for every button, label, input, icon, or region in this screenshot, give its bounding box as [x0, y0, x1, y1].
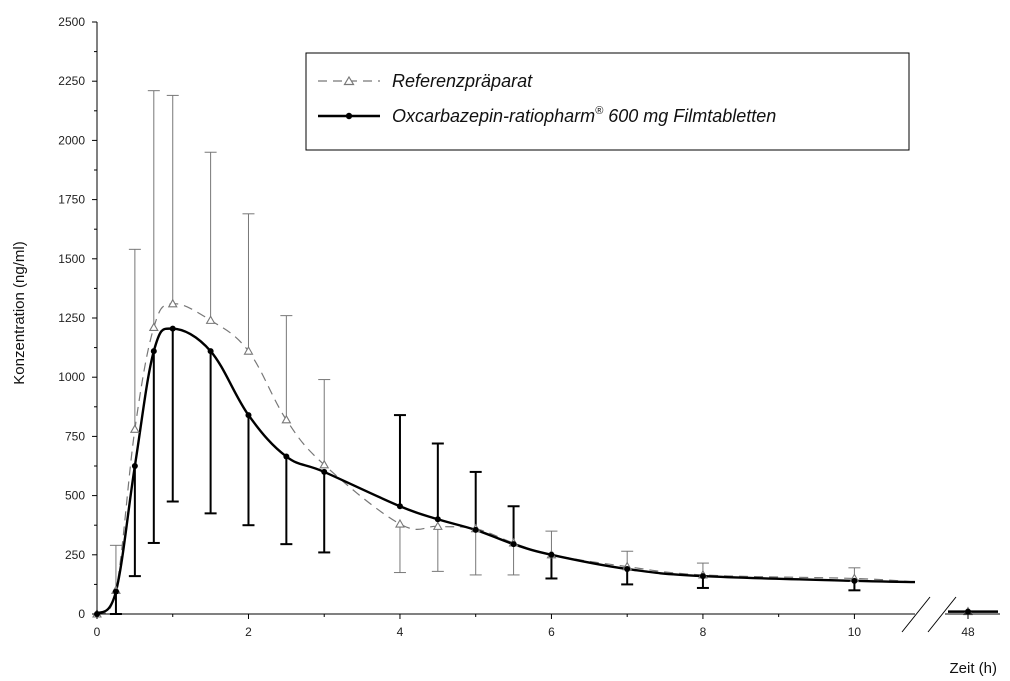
error-bars [109, 90, 861, 615]
legend-marker-reference [343, 75, 355, 86]
y-tick-label: 500 [65, 489, 85, 503]
data-point [281, 414, 292, 424]
x-tick-label: 8 [700, 625, 707, 639]
data-point [283, 453, 290, 460]
data-point [510, 541, 517, 548]
data-point [148, 322, 159, 332]
data-point [432, 521, 443, 530]
data-point [851, 577, 858, 584]
data-point [112, 588, 119, 595]
y-tick-label: 1750 [58, 193, 85, 207]
data-point [624, 566, 631, 573]
series-markers [92, 298, 973, 618]
x-tick-label: 2 [245, 625, 252, 639]
data-point [207, 348, 214, 355]
x-axis-title: Zeit (h) [949, 660, 997, 677]
data-point [395, 518, 405, 528]
legend-test-name: Oxcarbazepin-ratiopharm [392, 106, 595, 126]
data-point [548, 551, 555, 558]
axes: 0 250 500 750 1000 1250 1500 1750 2000 2250 2500 0 2… [58, 15, 1000, 639]
series-line-1 [96, 327, 916, 615]
x-tick-label: 6 [548, 625, 555, 639]
legend-box [305, 52, 910, 151]
y-tick-label: 0 [78, 607, 85, 621]
data-point [434, 516, 441, 523]
x-tick-label: 0 [94, 625, 101, 639]
legend-reference-name: Referenzpräparat [392, 71, 533, 91]
x-tick-label: 10 [848, 625, 862, 639]
data-point [167, 298, 178, 308]
legend-test-trademark: ® [595, 105, 604, 117]
legend: Referenzpräparat Oxcarbazepin-ratiopharm… [305, 52, 910, 151]
legend-label-reference: Referenzpräparat [392, 71, 533, 91]
data-point [396, 503, 403, 510]
data-point [245, 412, 252, 419]
series-line-0 [96, 303, 916, 615]
y-tick-label: 250 [65, 548, 85, 562]
axis-break-mark [901, 596, 931, 633]
data-point [965, 608, 971, 615]
y-tick-label: 1000 [58, 370, 85, 384]
x-tick-label: 4 [397, 625, 404, 639]
data-point [205, 315, 216, 324]
y-tick-label: 1500 [58, 252, 85, 266]
legend-test-name-suffix: 600 mg Filmtabletten [603, 106, 776, 126]
data-point [319, 459, 330, 469]
x-tick-label: 48 [961, 625, 975, 639]
data-point [150, 348, 157, 355]
y-tick-label: 2000 [58, 133, 85, 147]
data-point [243, 346, 254, 355]
y-tick-label: 1250 [58, 311, 85, 325]
y-tick-label: 2250 [58, 74, 85, 88]
data-point [129, 424, 140, 433]
y-tick-label: 2500 [58, 15, 85, 29]
data-point [321, 468, 328, 475]
data-point [472, 526, 479, 533]
axis-break-mark [927, 596, 957, 633]
data-point [131, 463, 138, 469]
series-lines [96, 303, 998, 615]
data-point [699, 573, 706, 580]
data-point [169, 325, 176, 332]
legend-marker-test [345, 112, 353, 120]
y-axis-title: Konzentration (ng/ml) [11, 241, 28, 384]
legend-label-test: Oxcarbazepin-ratiopharm® 600 mg Filmtabl… [392, 105, 776, 126]
y-tick-label: 750 [65, 429, 85, 443]
